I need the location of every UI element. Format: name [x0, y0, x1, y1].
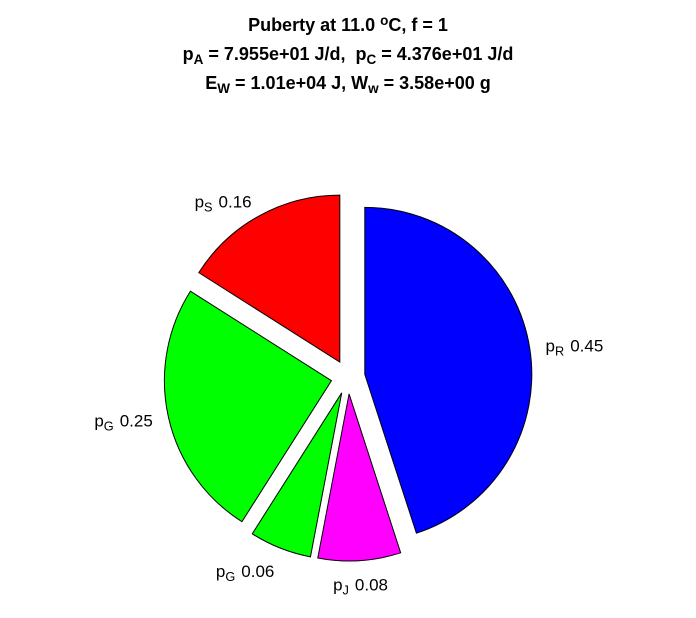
- chart-title: EW = 1.01e+04 J, Ww = 3.58e+00 g: [205, 73, 490, 96]
- text-part: E: [205, 73, 217, 93]
- slice-label: pS 0.16: [195, 193, 252, 215]
- slice-value: 0.16: [219, 193, 252, 212]
- text-part: C: [367, 52, 377, 67]
- slice-value: 0.25: [120, 412, 153, 431]
- text-part: G: [104, 419, 114, 434]
- pie-slice: [163, 290, 333, 523]
- text-part: p: [216, 562, 225, 581]
- pie-slice: [317, 393, 402, 562]
- text-part: R: [555, 344, 564, 359]
- slice-label: pJ 0.08: [333, 576, 388, 598]
- text-part: = 1.01e+04 J, W: [230, 73, 368, 93]
- text-part: W: [217, 81, 230, 96]
- text-part: p: [546, 337, 555, 356]
- text-part: p: [183, 44, 194, 64]
- text-part: Puberty at 11.0: [248, 15, 380, 35]
- slice-value: 0.45: [570, 337, 603, 356]
- text-part: p: [333, 576, 342, 595]
- text-part: J: [343, 582, 349, 597]
- slice-label: pR 0.45: [546, 337, 604, 359]
- text-part: w: [367, 81, 379, 96]
- pie-slice: [364, 206, 533, 534]
- text-part: = 4.376e+01 J/d: [376, 44, 513, 64]
- text-part: C, f = 1: [388, 15, 448, 35]
- chart-title: pA = 7.955e+01 J/d, pC = 4.376e+01 J/d: [183, 44, 514, 67]
- text-part: p: [195, 193, 204, 212]
- pie-slice: [251, 392, 343, 558]
- text-part: o: [380, 13, 388, 28]
- slice-label: pG 0.25: [94, 412, 152, 434]
- slice-label: pG 0.06: [216, 562, 274, 584]
- text-part: = 3.58e+00 g: [379, 73, 491, 93]
- pie-slice: [198, 194, 341, 364]
- chart-title: Puberty at 11.0 oC, f = 1: [248, 13, 448, 35]
- slice-value: 0.06: [241, 562, 274, 581]
- slice-value: 0.08: [355, 576, 388, 595]
- text-part: G: [225, 569, 235, 584]
- text-part: = 7.955e+01 J/d, p: [203, 44, 366, 64]
- text-part: S: [204, 200, 213, 215]
- text-part: p: [94, 412, 103, 431]
- text-part: A: [194, 52, 204, 67]
